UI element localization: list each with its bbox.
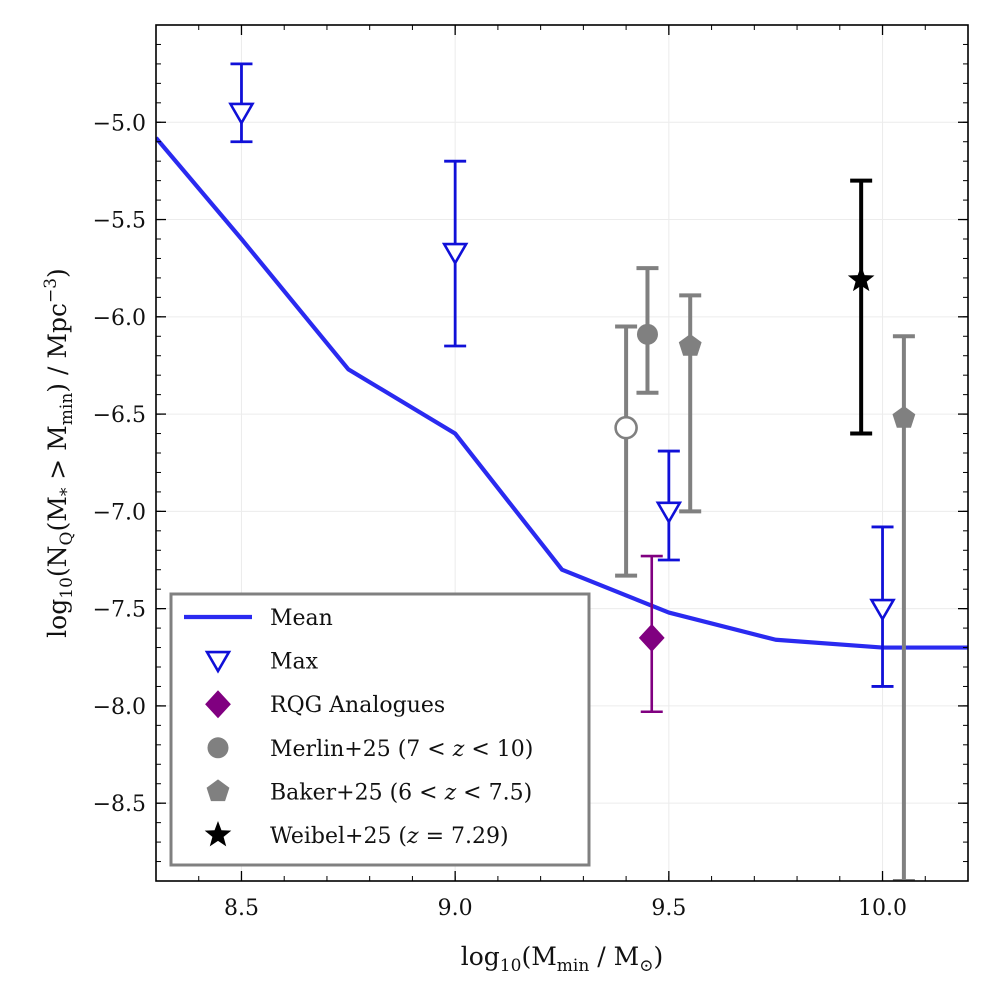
legend: Mean Max RQG Analogues Merlin+25 (7 < z < 1… — [169, 592, 591, 867]
point-merlin-25 — [614, 415, 638, 440]
data-layer — [156, 62, 968, 881]
point-baker-25 — [678, 334, 702, 356]
series-line-mean — [156, 136, 968, 650]
point-max — [869, 598, 896, 622]
legend-label-weibel-25: Weibel+25 (z = 7.29) — [270, 824, 509, 849]
x-axis-title: log10(Mmin / M⊙) — [461, 942, 664, 976]
y-tick-label: −7.5 — [93, 598, 146, 623]
legend-label-mean: Mean — [270, 606, 333, 631]
y-tick-label: −8.0 — [93, 695, 146, 720]
x-tick-label: 8.5 — [224, 896, 259, 921]
x-tick-label: 9.0 — [438, 896, 473, 921]
y-tick-label: −6.5 — [93, 403, 146, 428]
x-tick-label: 10.0 — [858, 896, 907, 921]
y-axis-title: log10(NQ(M* > Mmin) / Mpc−3) — [41, 268, 77, 638]
point-baker-25 — [892, 405, 916, 428]
x-tick-label: 9.5 — [651, 896, 686, 921]
point-rqg-analogues — [638, 623, 665, 652]
y-tick-label: −7.0 — [93, 500, 146, 525]
legend-swatch-merlin-25 — [207, 737, 229, 759]
point-max — [655, 501, 683, 525]
point-merlin-25 — [636, 323, 658, 345]
point-max — [228, 102, 255, 126]
legend-swatch-weibel-25 — [204, 821, 232, 847]
y-tick-label: −6.0 — [93, 306, 146, 331]
legend-swatch-baker-25 — [206, 779, 230, 802]
legend-swatch-rqg-analogues — [205, 690, 231, 719]
ticks: 8.5 9.0 9.5 10.0 −5.0 −5.5 −6.0 −6.5 −7.0 −7.5 −8.… — [93, 24, 969, 921]
point-weibel-25 — [847, 265, 875, 292]
legend-box — [169, 592, 591, 867]
point-max — [441, 242, 469, 266]
y-tick-label: −8.5 — [93, 792, 146, 817]
y-tick-label: −5.5 — [93, 209, 146, 234]
legend-swatch-max — [204, 650, 232, 674]
legend-label-baker-25: Baker+25 (6 < z < 7.5) — [270, 780, 532, 805]
y-tick-label: −5.0 — [93, 111, 146, 136]
legend-label-max: Max — [270, 650, 319, 675]
legend-label-rqg-analogues: RQG Analogues — [270, 693, 445, 718]
legend-label-merlin-25: Merlin+25 (7 < z < 10) — [270, 737, 533, 762]
